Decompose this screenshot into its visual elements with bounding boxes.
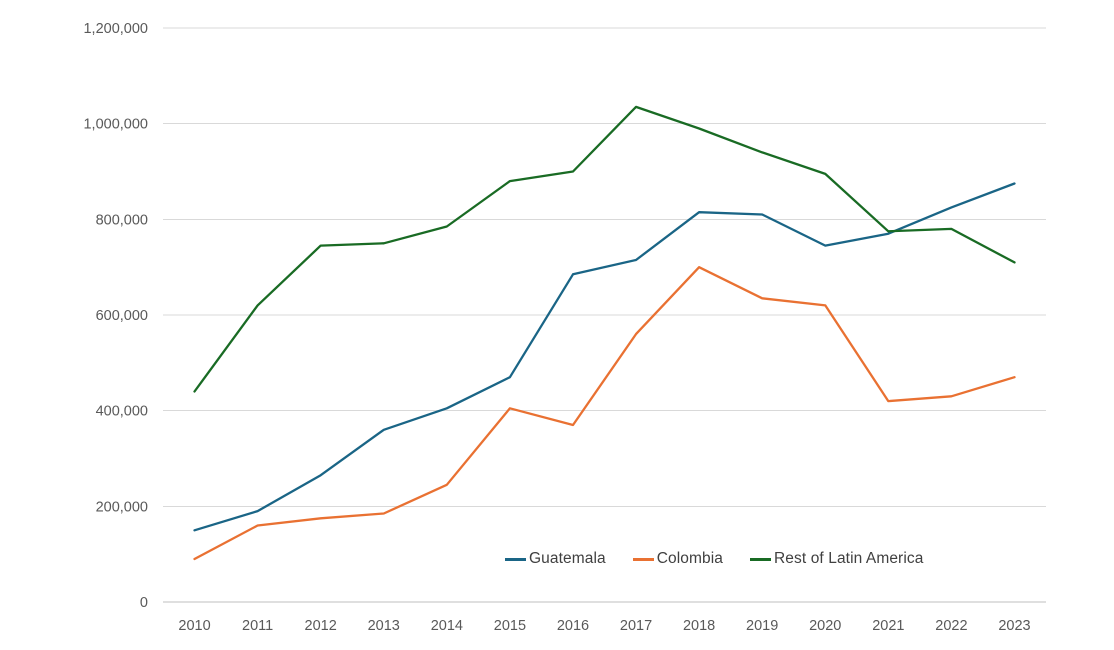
x-axis-tick-label: 2023 (998, 618, 1030, 634)
legend-label-colombia: Colombia (656, 550, 724, 567)
x-axis-tick-label: 2011 (242, 618, 273, 634)
legend-marker-colombia-icon (632, 557, 654, 561)
y-axis-tick-label: 800,000 (96, 212, 148, 228)
x-axis-tick-label: 2019 (746, 618, 778, 634)
legend-item-guatemala: Guatemala (505, 550, 606, 568)
gridlines (163, 27, 1046, 603)
x-axis-tick-label: 2018 (683, 618, 715, 634)
y-axis-tick-label: 200,000 (96, 499, 148, 515)
chart-legend: Guatemala Colombia Rest of Latin America (505, 550, 923, 568)
x-axis-tick-label: 2015 (494, 618, 526, 634)
y-axis: 0 200,000 400,000 600,000 800,000 1,000,000 1,… (83, 21, 148, 611)
x-axis-tick-label: 2014 (431, 618, 463, 634)
y-axis-tick-label: 400,000 (96, 404, 148, 420)
x-axis-tick-label: 2016 (557, 618, 589, 634)
x-axis-tick-label: 2010 (178, 618, 210, 634)
x-axis-tick-label: 2017 (620, 618, 652, 634)
series-line-guatemala (193, 182, 1016, 532)
x-axis-tick-label: 2020 (809, 618, 841, 634)
legend-item-rest-of-latin-america: Rest of Latin America (750, 550, 923, 568)
legend-label-guatemala: Guatemala (529, 550, 606, 567)
legend-label-rest-of-latin-america: Rest of Latin America (774, 550, 924, 567)
x-axis-tick-label: 2021 (872, 618, 904, 634)
legend-marker-rest-of-latin-america-icon (750, 557, 772, 561)
x-axis-tick-label: 2013 (368, 618, 400, 634)
series-line-colombia (193, 266, 1016, 561)
x-axis: 2010 2011 2012 2013 2014 2015 2016 2017 2018 2019… (178, 618, 1030, 634)
x-axis-tick-label: 2012 (305, 618, 337, 634)
legend-marker-guatemala-icon (505, 557, 526, 561)
y-axis-tick-label: 1,200,000 (83, 21, 148, 37)
y-axis-tick-label: 1,000,000 (83, 117, 148, 133)
y-axis-tick-label: 600,000 (96, 308, 148, 324)
series-line-rest-of-latin-america (193, 105, 1016, 393)
y-axis-tick-label: 0 (140, 595, 148, 611)
x-axis-tick-label: 2022 (935, 618, 967, 634)
legend-item-colombia: Colombia (632, 550, 724, 568)
plot-series (193, 105, 1016, 561)
